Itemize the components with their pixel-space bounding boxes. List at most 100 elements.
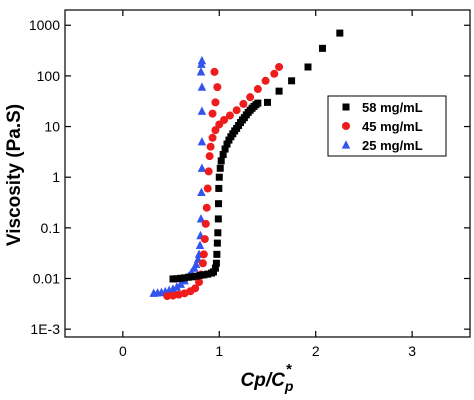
data-point-square	[200, 271, 208, 279]
y-tick-label: 1E-3	[30, 321, 60, 337]
legend-marker-triangle	[341, 140, 351, 149]
data-point-square	[196, 271, 204, 279]
data-point-square	[216, 164, 224, 172]
data-point-square	[336, 29, 344, 37]
data-point-circle	[208, 109, 217, 118]
data-point-circle	[199, 250, 208, 259]
data-series	[149, 29, 344, 301]
legend-label: 58 mg/mL	[362, 100, 423, 115]
data-point-square	[204, 270, 212, 278]
data-point-circle	[275, 62, 284, 71]
y-tick-label: 1000	[29, 17, 60, 33]
series-triangle	[149, 55, 207, 297]
data-point-circle	[163, 292, 172, 301]
data-point-circle	[225, 111, 234, 120]
data-point-square	[212, 259, 220, 267]
data-point-square	[215, 200, 223, 208]
svg-text:Cp/Cp*: Cp/Cp*	[241, 361, 294, 394]
series-circle	[163, 62, 284, 301]
data-point-square	[214, 215, 222, 223]
data-point-circle	[239, 99, 248, 108]
legend-marker-square	[342, 103, 350, 111]
data-point-triangle	[196, 67, 206, 76]
data-point-square	[214, 229, 222, 237]
data-point-square	[288, 77, 296, 85]
data-point-square	[173, 275, 181, 283]
series-square	[169, 29, 344, 283]
data-point-circle	[211, 126, 220, 135]
x-axis-title: Cp/Cp*	[241, 361, 294, 394]
data-point-circle	[195, 278, 204, 287]
data-point-circle	[211, 98, 220, 107]
data-point-circle	[206, 142, 215, 151]
data-point-square	[304, 63, 312, 71]
data-point-square	[184, 273, 192, 281]
data-point-square	[275, 87, 283, 95]
data-point-triangle	[191, 259, 201, 268]
data-point-square	[219, 151, 227, 159]
y-tick-label: 1	[52, 169, 60, 185]
data-point-circle	[208, 133, 217, 142]
data-point-circle	[191, 284, 200, 293]
x-axis-title-main: Cp/C	[241, 370, 286, 391]
data-point-square	[192, 272, 200, 280]
data-point-triangle	[196, 214, 206, 223]
y-tick-label: 0.01	[33, 271, 60, 287]
legend-label: 45 mg/mL	[362, 119, 423, 134]
data-point-circle	[232, 106, 241, 115]
data-point-triangle	[172, 282, 182, 291]
x-tick-label: 2	[312, 343, 320, 359]
y-tick-label: 100	[37, 68, 61, 84]
data-point-square	[169, 275, 177, 283]
plot-frame	[64, 9, 471, 338]
data-point-square	[210, 268, 217, 276]
x-axis-ticks: 0 1 2 3	[119, 10, 416, 359]
data-point-circle	[205, 152, 214, 161]
data-point-square	[254, 99, 262, 107]
data-point-triangle	[197, 106, 207, 115]
data-point-square	[211, 264, 219, 272]
legend: 58 mg/mL 45 mg/mL 25 mg/mL	[327, 95, 447, 157]
data-point-triangle	[197, 187, 206, 197]
data-point-triangle	[197, 163, 207, 172]
data-point-circle	[210, 67, 219, 76]
data-point-square	[217, 157, 225, 165]
x-axis-title-subscript: p	[284, 378, 294, 394]
data-point-square	[213, 250, 221, 258]
y-tick-label: 10	[44, 119, 60, 135]
y-axis-title: Viscosity (Pa.S)	[4, 104, 25, 246]
data-point-square	[264, 98, 271, 106]
legend-label: 25 mg/mL	[362, 138, 423, 153]
data-point-square	[215, 184, 223, 192]
x-tick-label: 1	[215, 343, 223, 359]
data-point-square	[221, 145, 229, 153]
data-point-square	[223, 140, 231, 148]
y-tick-label: 0.1	[41, 220, 61, 236]
data-point-triangle	[195, 240, 205, 250]
x-axis-title-superscript: *	[285, 361, 292, 378]
x-tick-label: 0	[119, 343, 127, 359]
data-point-square	[318, 44, 326, 52]
legend-marker-circle	[342, 122, 350, 130]
data-point-circle	[270, 69, 279, 78]
x-tick-label: 3	[408, 343, 416, 359]
data-point-triangle	[197, 136, 207, 146]
data-point-circle	[220, 115, 229, 124]
data-point-circle	[204, 167, 213, 176]
data-point-circle	[201, 219, 210, 228]
data-point-square	[215, 173, 223, 181]
data-point-circle	[213, 83, 222, 92]
y-axis-ticks: 1E-3 0.01 0.1 1 10 100 1000	[29, 17, 470, 337]
data-point-square	[177, 274, 185, 282]
data-point-circle	[198, 259, 207, 268]
data-point-square	[213, 239, 221, 247]
data-point-circle	[246, 93, 255, 102]
data-point-circle	[261, 76, 270, 85]
data-point-triangle	[197, 55, 207, 65]
data-point-circle	[253, 85, 262, 94]
data-point-circle	[203, 184, 212, 193]
data-point-circle	[200, 235, 209, 244]
data-point-triangle	[197, 82, 207, 91]
data-point-square	[188, 273, 196, 281]
